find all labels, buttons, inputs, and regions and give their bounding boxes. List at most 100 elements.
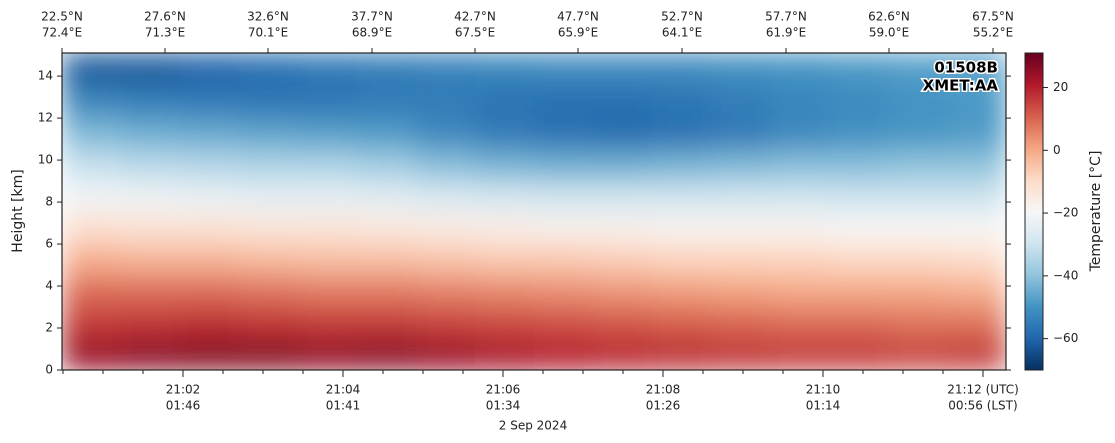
heatmap-cell	[888, 275, 948, 308]
heatmap-cell	[239, 307, 299, 340]
y-axis-label: Height [km]	[10, 169, 26, 252]
heatmap-cell	[829, 212, 889, 245]
heatmap-cell	[416, 338, 476, 370]
heatmap-cell	[180, 307, 240, 340]
heatmap-cell	[62, 244, 122, 277]
heatmap-cell	[121, 307, 181, 340]
heatmap-cell	[652, 86, 712, 119]
heatmap-cell	[770, 275, 830, 308]
heatmap-cell	[298, 86, 358, 119]
x-tick-label: 21:02	[166, 383, 201, 397]
x-tick-label-lst: 01:41	[326, 399, 361, 413]
annotation: 01508B	[934, 59, 998, 77]
top-tick-label: 27.6°N	[144, 10, 186, 24]
heatmap-cell	[711, 275, 771, 308]
heatmap-cell	[121, 181, 181, 214]
heatmap-cell	[180, 86, 240, 119]
heatmap-cell	[357, 181, 417, 214]
heatmap-cell	[593, 307, 653, 340]
heatmap-cell	[357, 244, 417, 277]
heatmap-cell	[829, 244, 889, 277]
heatmap-cell	[652, 275, 712, 308]
heatmap-cell	[711, 307, 771, 340]
top-tick-label-lon: 55.2°E	[973, 26, 1013, 40]
heatmap-cell	[534, 338, 594, 370]
heatmap-cell	[62, 149, 122, 182]
heatmap-cell	[239, 181, 299, 214]
heatmap-cell	[475, 86, 535, 119]
heatmap-cell	[239, 53, 299, 88]
heatmap-cell	[888, 338, 948, 370]
heatmap-cell	[829, 86, 889, 119]
top-tick-label-lon: 72.4°E	[42, 26, 82, 40]
heatmap-cell	[534, 86, 594, 119]
heatmap-cell	[770, 181, 830, 214]
heatmap-cell	[62, 118, 122, 151]
heatmap-cell	[534, 181, 594, 214]
top-tick-label-lon: 67.5°E	[455, 26, 495, 40]
annotation: XMET:AA	[923, 77, 999, 95]
colorbar-label: Temperature [°C]	[1088, 151, 1104, 273]
heatmap-cell	[947, 338, 1006, 370]
heatmap-cell	[770, 53, 830, 88]
heatmap-cell	[947, 86, 1006, 119]
heatmap-cell	[298, 149, 358, 182]
heatmap-cell	[711, 53, 771, 88]
heatmap-cell	[534, 275, 594, 308]
heatmap-cell	[357, 338, 417, 370]
heatmap-cell	[534, 212, 594, 245]
heatmap-cell	[652, 149, 712, 182]
heatmap-cell	[180, 275, 240, 308]
top-tick-label-lon: 71.3°E	[145, 26, 185, 40]
heatmap-cell	[121, 338, 181, 370]
heatmap-cell	[829, 181, 889, 214]
heatmap-cell	[416, 149, 476, 182]
heatmap-cell	[239, 338, 299, 370]
heatmap-cell	[475, 244, 535, 277]
x-tick-label: 21:10	[806, 383, 841, 397]
heatmap-cell	[475, 212, 535, 245]
heatmap-cell	[947, 244, 1006, 277]
top-tick-label-lon: 59.0°E	[869, 26, 909, 40]
heatmap-cell	[534, 149, 594, 182]
top-tick-label: 42.7°N	[454, 10, 496, 24]
heatmap-cell	[357, 307, 417, 340]
heatmap-cell	[121, 212, 181, 245]
top-tick-label: 52.7°N	[661, 10, 703, 24]
heatmap-cell	[711, 212, 771, 245]
y-tick-label: 4	[45, 279, 53, 293]
heatmap-cell	[416, 275, 476, 308]
heatmap-cell	[475, 307, 535, 340]
heatmap-cell	[770, 86, 830, 119]
heatmap-cell	[62, 212, 122, 245]
heatmap-cell	[416, 181, 476, 214]
x-tick-label: 21:12 (UTC)	[947, 383, 1019, 397]
heatmap-cell	[298, 244, 358, 277]
x-axis-label: 2 Sep 2024	[499, 419, 567, 433]
heatmap-cell	[239, 118, 299, 151]
top-tick-label: 67.5°N	[972, 10, 1014, 24]
y-tick-label: 12	[38, 111, 53, 125]
heatmap-cell	[62, 338, 122, 370]
heatmap-cell	[888, 307, 948, 340]
heatmap-cell	[62, 181, 122, 214]
heatmap-cell	[357, 118, 417, 151]
heatmap-cell	[298, 275, 358, 308]
heatmap-cell	[121, 118, 181, 151]
heatmap-cell	[770, 118, 830, 151]
heatmap-cell	[180, 212, 240, 245]
heatmap-cell	[357, 149, 417, 182]
heatmap-cell	[888, 118, 948, 151]
heatmap-cell	[121, 86, 181, 119]
heatmap-cell	[62, 53, 122, 88]
heatmap-cell	[711, 181, 771, 214]
heatmap-cell	[829, 307, 889, 340]
y-tick-label: 10	[38, 153, 53, 167]
top-tick-label: 47.7°N	[557, 10, 599, 24]
heatmap-cell	[298, 181, 358, 214]
heatmap-cell	[770, 212, 830, 245]
heatmap-cell	[121, 53, 181, 88]
heatmap-cell	[239, 212, 299, 245]
heatmap-cell	[593, 181, 653, 214]
heatmap-cell	[416, 244, 476, 277]
